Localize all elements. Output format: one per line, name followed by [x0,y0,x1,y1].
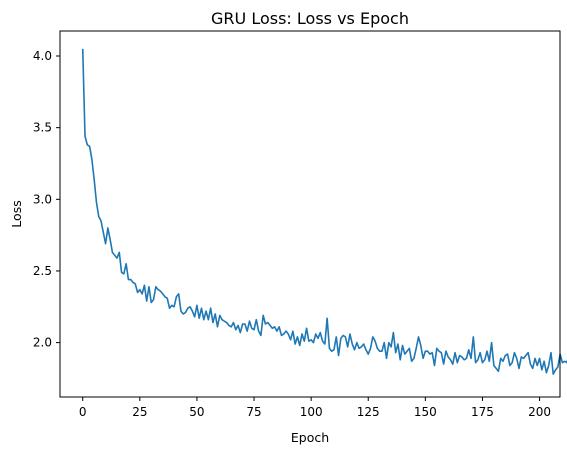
x-tick-label: 25 [132,405,147,419]
x-tick-label: 0 [79,405,87,419]
x-tick-label: 50 [189,405,204,419]
plot-area [81,48,567,375]
x-tick-label: 100 [300,405,323,419]
x-tick-label: 75 [246,405,261,419]
y-tick-label: 2.5 [33,264,52,278]
y-axis: 2.0 2.5 3.0 3.5 4.0 [33,49,60,350]
x-tick-label: 200 [528,405,551,419]
plot-frame [59,30,561,398]
x-tick-label: 150 [414,405,437,419]
y-tick-label: 3.5 [33,121,52,135]
chart-title: GRU Loss: Loss vs Epoch [211,9,409,28]
y-tick-label: 2.0 [33,336,52,350]
x-axis-label: Epoch [291,430,329,445]
loss-series-line [81,48,567,375]
x-tick-label: 175 [471,405,494,419]
x-axis: 0 25 50 75 100 125 150 175 200 [79,397,551,419]
y-axis-label: Loss [9,200,24,227]
x-tick-label: 125 [357,405,380,419]
y-tick-label: 3.0 [33,192,52,206]
y-tick-label: 4.0 [33,49,52,63]
